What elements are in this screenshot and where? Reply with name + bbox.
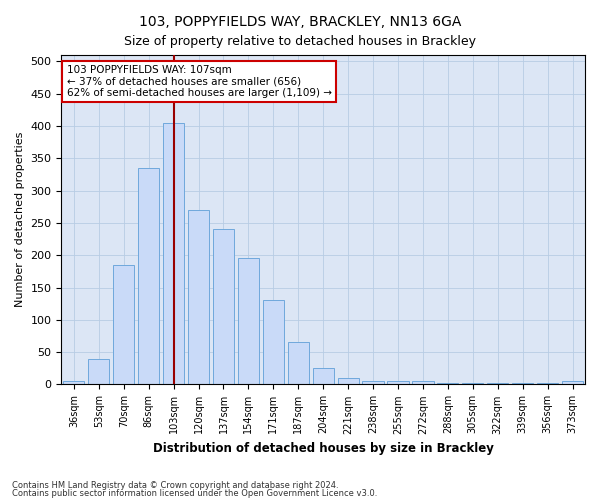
- Bar: [338, 378, 359, 384]
- Text: 103, POPPYFIELDS WAY, BRACKLEY, NN13 6GA: 103, POPPYFIELDS WAY, BRACKLEY, NN13 6GA: [139, 15, 461, 29]
- Bar: [188, 210, 209, 384]
- Text: Contains HM Land Registry data © Crown copyright and database right 2024.: Contains HM Land Registry data © Crown c…: [12, 480, 338, 490]
- Bar: [63, 381, 85, 384]
- Bar: [113, 265, 134, 384]
- Text: 103 POPPYFIELDS WAY: 107sqm
← 37% of detached houses are smaller (656)
62% of se: 103 POPPYFIELDS WAY: 107sqm ← 37% of det…: [67, 65, 332, 98]
- Bar: [412, 381, 434, 384]
- Bar: [313, 368, 334, 384]
- Text: Contains public sector information licensed under the Open Government Licence v3: Contains public sector information licen…: [12, 489, 377, 498]
- Bar: [163, 123, 184, 384]
- Bar: [263, 300, 284, 384]
- Bar: [213, 230, 234, 384]
- Bar: [287, 342, 309, 384]
- Bar: [462, 382, 484, 384]
- Bar: [388, 381, 409, 384]
- Bar: [238, 258, 259, 384]
- Bar: [487, 382, 508, 384]
- Bar: [537, 382, 558, 384]
- Bar: [437, 382, 458, 384]
- Text: Size of property relative to detached houses in Brackley: Size of property relative to detached ho…: [124, 35, 476, 48]
- Bar: [362, 381, 383, 384]
- X-axis label: Distribution of detached houses by size in Brackley: Distribution of detached houses by size …: [153, 442, 494, 455]
- Bar: [88, 358, 109, 384]
- Y-axis label: Number of detached properties: Number of detached properties: [15, 132, 25, 308]
- Bar: [512, 382, 533, 384]
- Bar: [138, 168, 159, 384]
- Bar: [562, 381, 583, 384]
